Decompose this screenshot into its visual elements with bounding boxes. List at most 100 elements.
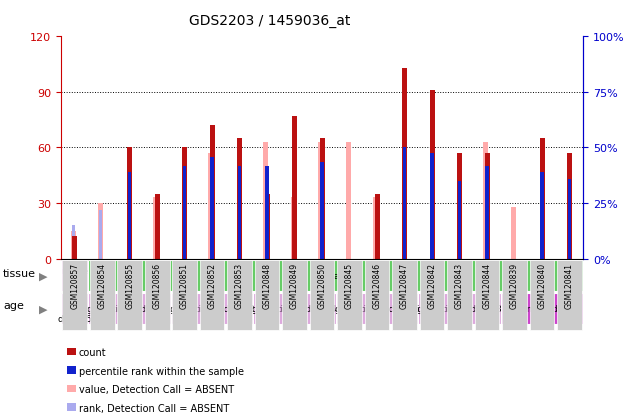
Bar: [237, 139, 242, 259]
Text: ▶: ▶: [39, 304, 48, 314]
Text: value, Detection Call = ABSENT: value, Detection Call = ABSENT: [79, 385, 234, 394]
Text: GSM120848: GSM120848: [263, 263, 272, 309]
Text: GSM120840: GSM120840: [538, 263, 547, 309]
Bar: [336, 293, 419, 324]
Bar: [485, 166, 488, 259]
FancyBboxPatch shape: [392, 261, 417, 330]
Bar: [291, 198, 296, 259]
Text: GSM120847: GSM120847: [400, 263, 409, 309]
FancyBboxPatch shape: [475, 261, 499, 330]
Bar: [210, 126, 215, 259]
Bar: [458, 181, 462, 259]
Text: gestational day 12: gestational day 12: [170, 304, 254, 313]
Bar: [403, 148, 406, 259]
Text: GSM120851: GSM120851: [180, 263, 189, 309]
Bar: [263, 142, 268, 259]
Text: GSM120853: GSM120853: [235, 263, 244, 309]
Text: age: age: [3, 301, 24, 311]
FancyBboxPatch shape: [200, 261, 224, 330]
Text: GSM120855: GSM120855: [125, 263, 134, 309]
Text: GSM120842: GSM120842: [428, 263, 437, 309]
Bar: [154, 194, 160, 259]
Bar: [292, 116, 297, 259]
Bar: [431, 154, 434, 259]
FancyBboxPatch shape: [529, 261, 554, 330]
Bar: [345, 142, 351, 259]
Bar: [567, 154, 572, 259]
Bar: [171, 293, 253, 324]
Text: gestational day 14: gestational day 14: [253, 304, 337, 313]
Text: gestational day 11: gestational day 11: [87, 304, 172, 313]
Bar: [99, 211, 102, 259]
Bar: [238, 166, 241, 259]
Text: GSM120845: GSM120845: [345, 263, 354, 309]
Bar: [61, 293, 88, 324]
Bar: [568, 180, 571, 259]
Text: ovary: ovary: [323, 272, 349, 280]
Text: GSM120849: GSM120849: [290, 263, 299, 309]
FancyBboxPatch shape: [172, 261, 197, 330]
Bar: [127, 148, 132, 259]
Text: GSM120852: GSM120852: [208, 263, 217, 309]
Bar: [72, 225, 74, 259]
Text: percentile rank within the sample: percentile rank within the sample: [79, 366, 244, 376]
Text: GSM120856: GSM120856: [153, 263, 162, 309]
FancyBboxPatch shape: [145, 261, 169, 330]
FancyBboxPatch shape: [337, 261, 362, 330]
FancyBboxPatch shape: [90, 261, 115, 330]
Text: GDS2203 / 1459036_at: GDS2203 / 1459036_at: [188, 14, 350, 28]
FancyBboxPatch shape: [282, 261, 307, 330]
Bar: [402, 69, 407, 259]
Text: refere
nce: refere nce: [61, 266, 88, 286]
Bar: [72, 237, 77, 259]
FancyBboxPatch shape: [117, 261, 142, 330]
FancyBboxPatch shape: [62, 261, 87, 330]
Bar: [457, 154, 462, 259]
Bar: [320, 139, 324, 259]
Bar: [88, 293, 171, 324]
Bar: [210, 157, 213, 259]
Text: tissue: tissue: [3, 268, 36, 278]
Text: postn
atal
day 0.5: postn atal day 0.5: [58, 294, 92, 323]
Bar: [320, 163, 324, 259]
Bar: [483, 142, 488, 259]
Bar: [318, 142, 323, 259]
FancyBboxPatch shape: [447, 261, 472, 330]
Bar: [373, 198, 378, 259]
Text: GSM120854: GSM120854: [97, 263, 106, 309]
FancyBboxPatch shape: [254, 261, 279, 330]
Bar: [182, 148, 187, 259]
Bar: [153, 198, 158, 259]
Bar: [511, 207, 515, 259]
Text: GSM120843: GSM120843: [455, 263, 464, 309]
Bar: [61, 261, 88, 292]
Bar: [501, 293, 583, 324]
Bar: [540, 139, 545, 259]
Text: postnatal day 2: postnatal day 2: [507, 304, 578, 313]
FancyBboxPatch shape: [365, 261, 390, 330]
Text: GSM120841: GSM120841: [565, 263, 574, 309]
Bar: [183, 166, 187, 259]
Text: rank, Detection Call = ABSENT: rank, Detection Call = ABSENT: [79, 403, 229, 413]
Bar: [540, 172, 544, 259]
Bar: [374, 194, 379, 259]
Bar: [98, 204, 103, 259]
Text: GSM120844: GSM120844: [483, 263, 492, 309]
Text: GSM120857: GSM120857: [70, 263, 79, 309]
Text: GSM120850: GSM120850: [317, 263, 327, 309]
FancyBboxPatch shape: [228, 261, 252, 330]
Bar: [429, 91, 435, 259]
Bar: [71, 231, 76, 259]
Bar: [485, 154, 490, 259]
Bar: [253, 293, 336, 324]
Bar: [419, 293, 501, 324]
FancyBboxPatch shape: [557, 261, 582, 330]
Text: gestational day 18: gestational day 18: [417, 304, 502, 313]
FancyBboxPatch shape: [502, 261, 527, 330]
Text: ▶: ▶: [39, 271, 48, 281]
FancyBboxPatch shape: [420, 261, 444, 330]
Text: GSM120846: GSM120846: [372, 263, 381, 309]
Text: GSM120839: GSM120839: [510, 263, 519, 309]
Bar: [208, 154, 213, 259]
Bar: [265, 166, 269, 259]
